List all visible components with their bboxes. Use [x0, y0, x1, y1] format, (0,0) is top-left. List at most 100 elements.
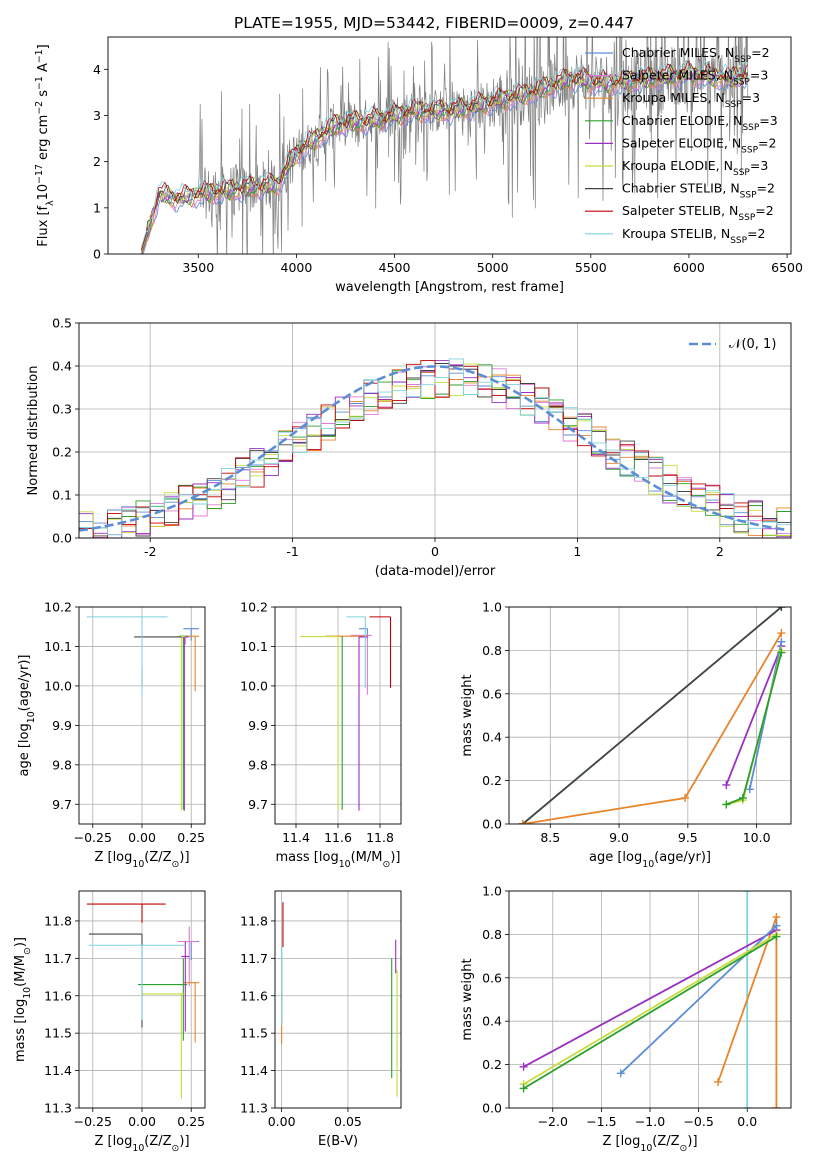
label-part: 10 — [26, 711, 37, 723]
label-part: 10 — [640, 1143, 652, 1154]
y-tick-label: 11.7 — [240, 951, 268, 966]
x-axis-label: Z [log10(Z/Z⊙)] — [94, 850, 189, 870]
label-part: Kroupa ELODIE, — [622, 158, 724, 173]
series-kroupa-miles — [518, 629, 786, 824]
y-tick-label: 11.4 — [44, 1063, 72, 1078]
x-tick-label: 11.4 — [282, 830, 310, 845]
axes-age-vs-mass: 11.4 11.6 11.8 9.7 9.8 9.9 10.0 10.1 10.2 mass [l… — [240, 600, 402, 870]
y-tick-label: 0.2 — [482, 773, 502, 788]
series-marker — [772, 921, 781, 930]
label-part: )] — [179, 850, 189, 865]
label-part: (data-model)/error — [375, 564, 496, 579]
legend-entry: Kroupa STELIB, NSSP=2 — [622, 226, 766, 246]
figure-title: PLATE=1955, MJD=53442, FIBERID=0009, z=0… — [234, 14, 634, 32]
y-tick-label: 0.3 — [52, 402, 72, 417]
x-tick-label: 10.0 — [743, 830, 771, 845]
label-part: =2 — [757, 181, 775, 196]
plot-area — [519, 891, 781, 1108]
legend-entry: Kroupa MILES, NSSP=3 — [622, 90, 760, 110]
legend-entry: 𝒩(0, 1) — [729, 337, 776, 352]
x-tick-label: 2 — [716, 544, 724, 559]
axes-frame — [107, 36, 792, 255]
axes-mass-vs-Z: −0.25 0.00 0.25 11.3 11.4 11.5 11.6 11.7 11.8 Z [… — [13, 890, 206, 1154]
label-part: =2 — [755, 203, 773, 218]
axes-frame — [508, 606, 792, 825]
label-part: Z [log — [94, 1134, 132, 1149]
x-axis-label: Z [log10(Z/Z⊙)] — [94, 1134, 189, 1154]
y-tick-label: 10.0 — [240, 678, 268, 693]
data-point-kroupa-stelib — [346, 616, 366, 688]
label-part: 10 — [36, 184, 51, 201]
series-marker — [772, 932, 781, 941]
series-marker — [722, 800, 731, 809]
series-chabrier-elodie — [722, 648, 786, 809]
x-tick-label: 9.0 — [609, 830, 629, 845]
label-part: )] — [687, 1134, 697, 1149]
model-line-chabrier-stelib — [141, 63, 748, 251]
series-marker — [518, 820, 527, 824]
y-tick-label: 11.4 — [240, 1063, 268, 1078]
x-tick-label: 4000 — [281, 260, 313, 275]
label-part: )] — [179, 1134, 189, 1149]
x-tick-label: 3500 — [182, 260, 214, 275]
model-line-kroupa-stelib — [141, 59, 748, 248]
label-part: mass [log — [13, 999, 28, 1062]
label-part: Kroupa STELIB, — [622, 226, 721, 241]
legend-entry: Kroupa ELODIE, NSSP=3 — [622, 158, 768, 178]
data-point-chabrier-miles — [183, 628, 200, 641]
label-part: (M/M — [351, 850, 383, 865]
series-marker — [743, 1104, 752, 1108]
y-tick-label: 0.6 — [482, 686, 502, 701]
axes-massweight-vs-Z: −2.0 −1.5 −1.0 −0.5 0.0 0.0 0.2 0.4 0.6 0.8 1.0 Z [… — [460, 884, 792, 1154]
label-part: SSP — [733, 78, 750, 88]
x-tick-label: −1.5 — [586, 1114, 616, 1129]
label-part: s — [36, 90, 51, 101]
series-marker — [777, 648, 786, 657]
label-part: Normed distribution — [26, 366, 41, 496]
y-tick-label: 0.2 — [482, 1057, 502, 1072]
series-line — [522, 607, 782, 824]
y-tick-label: 3 — [93, 108, 101, 123]
figure-layer: 3500 4000 4500 5000 5500 6000 6500 0 1 2 3 4 wavelen… — [13, 36, 803, 1154]
plot-area — [79, 358, 791, 538]
y-tick-label: 10.0 — [44, 678, 72, 693]
label-part: N — [729, 203, 738, 218]
label-part: Salpeter MILES, — [622, 68, 724, 83]
label-part: ⊙ — [172, 859, 180, 870]
y-tick-label: 11.6 — [240, 988, 268, 1003]
series-marker — [777, 637, 786, 646]
x-tick-label: 0 — [431, 544, 439, 559]
label-part: SSP — [733, 168, 750, 178]
series-marker — [722, 780, 731, 789]
label-part: Chabrier MILES, — [622, 45, 725, 60]
y-tick-label: 0.0 — [482, 1101, 502, 1116]
x-axis-label: age [log10(age/yr)] — [589, 850, 711, 870]
label-part: ] — [36, 44, 51, 49]
x-tick-label: 5000 — [477, 260, 509, 275]
x-tick-label: -2 — [144, 544, 156, 559]
label-part: wavelength [Angstrom, rest frame] — [335, 280, 564, 295]
y-tick-label: 0 — [93, 247, 101, 262]
axes-massweight-vs-age: 8.5 9.0 9.5 10.0 0.0 0.2 0.4 0.6 0.8 1.0 age [log1… — [460, 600, 792, 870]
series-chabrier-stelib — [518, 607, 786, 824]
label-part: ⊙ — [172, 1143, 180, 1154]
data-point-kroupa-stelib — [88, 944, 186, 1021]
label-part: age [log — [17, 723, 32, 776]
x-axis-label: (data-model)/error — [375, 564, 496, 579]
label-part: )] — [13, 937, 28, 947]
series-marker — [772, 913, 781, 922]
label-part: mass weight — [460, 958, 475, 1040]
x-axis-label: Z [log10(Z/Z⊙)] — [602, 1134, 697, 1154]
y-tick-label: 11.7 — [44, 951, 72, 966]
y-tick-label: 10.1 — [240, 639, 268, 654]
label-part: Salpeter STELIB, — [622, 203, 729, 218]
series-line — [523, 929, 777, 1068]
y-tick-label: 9.8 — [52, 757, 72, 772]
model-line-salpeter-elodie — [141, 67, 748, 254]
label-part: =2 — [747, 226, 765, 241]
plot-area — [281, 902, 398, 1097]
y-axis-label: mass weight — [460, 674, 475, 756]
label-part: 10 — [642, 859, 654, 870]
label-part: N — [732, 135, 741, 150]
